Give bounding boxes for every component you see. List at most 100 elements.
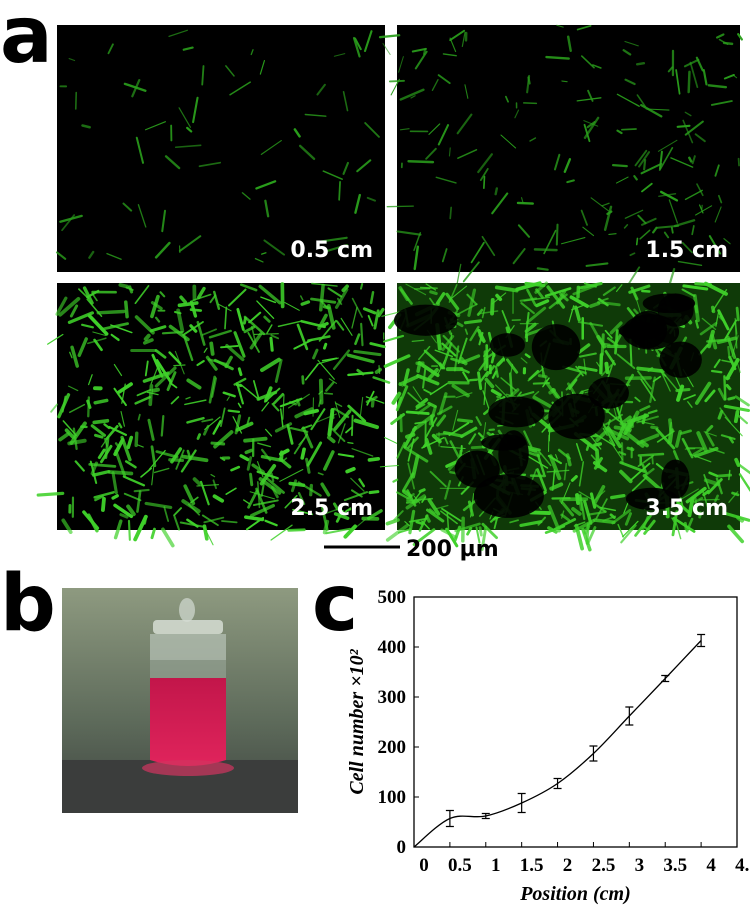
cell bbox=[455, 392, 473, 399]
cell bbox=[304, 363, 319, 381]
cell bbox=[197, 286, 206, 300]
cell bbox=[555, 289, 567, 305]
cell bbox=[637, 214, 647, 225]
cell bbox=[279, 468, 304, 482]
cell bbox=[201, 418, 214, 423]
cell bbox=[708, 235, 722, 255]
cell bbox=[407, 436, 419, 449]
cell bbox=[261, 252, 267, 255]
cell bbox=[475, 416, 482, 426]
cell bbox=[271, 402, 280, 412]
cell bbox=[297, 492, 306, 505]
cell bbox=[68, 385, 79, 392]
y-tick-label: 200 bbox=[378, 737, 407, 758]
cell bbox=[561, 80, 568, 83]
cell bbox=[342, 91, 349, 112]
cell bbox=[726, 335, 736, 359]
cell bbox=[69, 304, 79, 318]
cell bbox=[583, 116, 600, 139]
cell bbox=[147, 418, 155, 441]
cell bbox=[587, 510, 606, 516]
micrograph: 1.5 cm bbox=[378, 24, 743, 289]
cell bbox=[440, 510, 458, 525]
cell bbox=[300, 447, 306, 460]
cell bbox=[703, 478, 721, 487]
cell bbox=[307, 335, 331, 342]
cell bbox=[588, 301, 601, 308]
cell bbox=[363, 30, 373, 52]
cell bbox=[333, 53, 346, 57]
cell bbox=[634, 396, 641, 403]
cell bbox=[624, 512, 632, 526]
cell bbox=[500, 377, 517, 392]
cell bbox=[635, 237, 639, 246]
x-tick-label: 1 bbox=[491, 855, 501, 876]
cell bbox=[698, 343, 709, 356]
cell bbox=[519, 520, 543, 527]
cell bbox=[151, 353, 164, 378]
cell bbox=[412, 413, 435, 432]
cell bbox=[320, 236, 348, 243]
cell bbox=[391, 391, 402, 405]
cell bbox=[683, 58, 700, 68]
cell bbox=[386, 205, 414, 208]
cell bbox=[641, 515, 650, 531]
cell bbox=[232, 416, 243, 434]
cell bbox=[703, 431, 717, 437]
cell bbox=[287, 528, 306, 532]
cell bbox=[491, 192, 509, 215]
cell bbox=[399, 128, 410, 131]
cell bbox=[485, 344, 489, 369]
cell bbox=[284, 494, 298, 509]
cell bbox=[694, 381, 712, 405]
cell bbox=[694, 282, 713, 287]
cell bbox=[259, 60, 266, 75]
cell bbox=[255, 487, 268, 514]
cell bbox=[578, 491, 593, 501]
cell bbox=[224, 355, 233, 369]
x-tick-label: 1.5 bbox=[520, 855, 544, 876]
cell bbox=[650, 425, 659, 430]
cell bbox=[236, 307, 245, 331]
cell bbox=[684, 120, 704, 136]
cell bbox=[583, 120, 599, 127]
cell bbox=[226, 396, 230, 401]
cell bbox=[569, 295, 589, 308]
cell bbox=[88, 250, 95, 259]
cell bbox=[323, 392, 334, 395]
cell bbox=[382, 334, 405, 343]
cell bbox=[87, 337, 107, 345]
cell bbox=[480, 525, 488, 551]
cell bbox=[592, 485, 606, 506]
cell bbox=[96, 309, 126, 315]
cell bbox=[292, 508, 314, 516]
cell bbox=[150, 527, 156, 540]
jar-glass bbox=[150, 660, 226, 678]
cell bbox=[672, 516, 696, 533]
cell bbox=[681, 288, 696, 298]
cell bbox=[557, 448, 571, 460]
cell bbox=[119, 513, 129, 519]
cell bbox=[606, 425, 622, 449]
cell bbox=[466, 526, 473, 536]
cell bbox=[86, 298, 103, 318]
cell bbox=[142, 371, 170, 383]
cell bbox=[100, 496, 106, 512]
cell bbox=[77, 337, 88, 358]
cell bbox=[252, 499, 279, 507]
cell bbox=[477, 371, 483, 391]
cell bbox=[160, 415, 165, 437]
cell bbox=[325, 527, 351, 535]
cell bbox=[696, 183, 704, 197]
cell bbox=[691, 225, 695, 236]
jar-knob bbox=[179, 598, 195, 622]
cell bbox=[442, 53, 457, 57]
cell bbox=[425, 283, 437, 291]
cell bbox=[289, 426, 309, 433]
cell bbox=[717, 473, 732, 478]
cell bbox=[69, 351, 73, 359]
cell bbox=[483, 175, 486, 190]
micrograph: 3.5 cm bbox=[379, 281, 750, 552]
cell bbox=[88, 462, 117, 468]
cell bbox=[425, 514, 431, 523]
